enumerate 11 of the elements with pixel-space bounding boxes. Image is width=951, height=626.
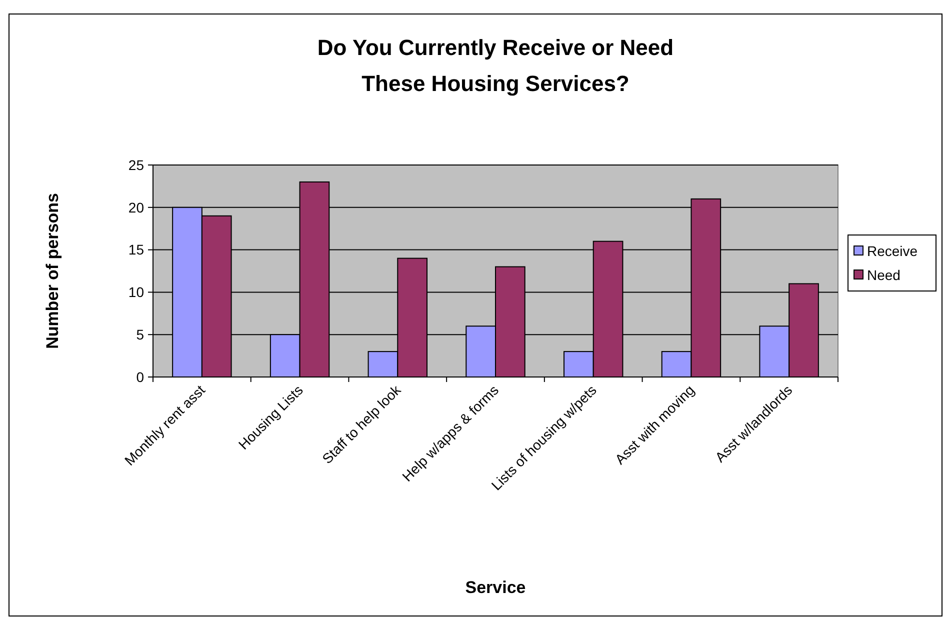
y-tick-label: 15 [128, 242, 144, 258]
y-tick-label: 0 [136, 368, 144, 385]
y-axis-title: Number of persons [43, 193, 62, 349]
y-tick-label: 10 [128, 284, 144, 300]
x-axis-title: Service [465, 578, 526, 597]
y-tick-label: 25 [128, 156, 144, 173]
legend-label: Receive [867, 242, 918, 259]
chart-title: Do You Currently Receive or Need These Housing Services? [317, 35, 674, 96]
y-tick-label: 20 [128, 199, 144, 216]
legend-label: Need [867, 266, 900, 283]
y-tick-label: 5 [136, 326, 144, 342]
